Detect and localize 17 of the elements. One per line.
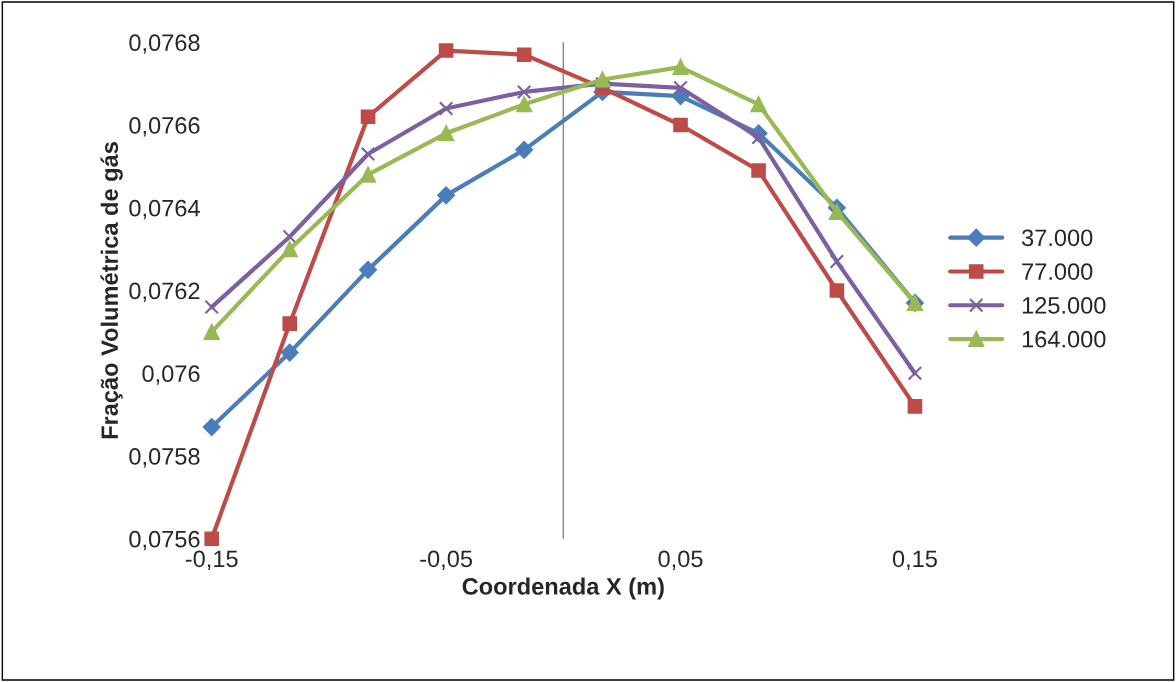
y-tick-label: 0,0756 <box>129 530 200 551</box>
x-tick-label: 0,05 <box>658 550 703 571</box>
legend-label: 37.000 <box>1021 229 1093 247</box>
x-tick-label: -0,15 <box>185 550 238 571</box>
y-tick-label: 0,0768 <box>129 34 200 54</box>
y-tick-label: 0,0766 <box>129 117 200 137</box>
x-tick-label: -0,05 <box>420 550 473 571</box>
x-tick-label: 0,15 <box>892 550 937 571</box>
y-tick-label: 0,0758 <box>129 448 200 468</box>
y-tick-label: 0,0762 <box>129 282 200 303</box>
x-axis-title: Coordenada X (m) <box>462 577 664 600</box>
y-axis-title: Fração Volumétrica de gás <box>100 142 123 439</box>
y-tick-label: 0,076 <box>142 365 200 385</box>
legend-label: 77.000 <box>1022 263 1093 280</box>
legend-label: 164.000 <box>1022 330 1106 348</box>
legend-label: 125.000 <box>1022 297 1106 314</box>
y-tick-label: 0,0764 <box>129 199 200 220</box>
